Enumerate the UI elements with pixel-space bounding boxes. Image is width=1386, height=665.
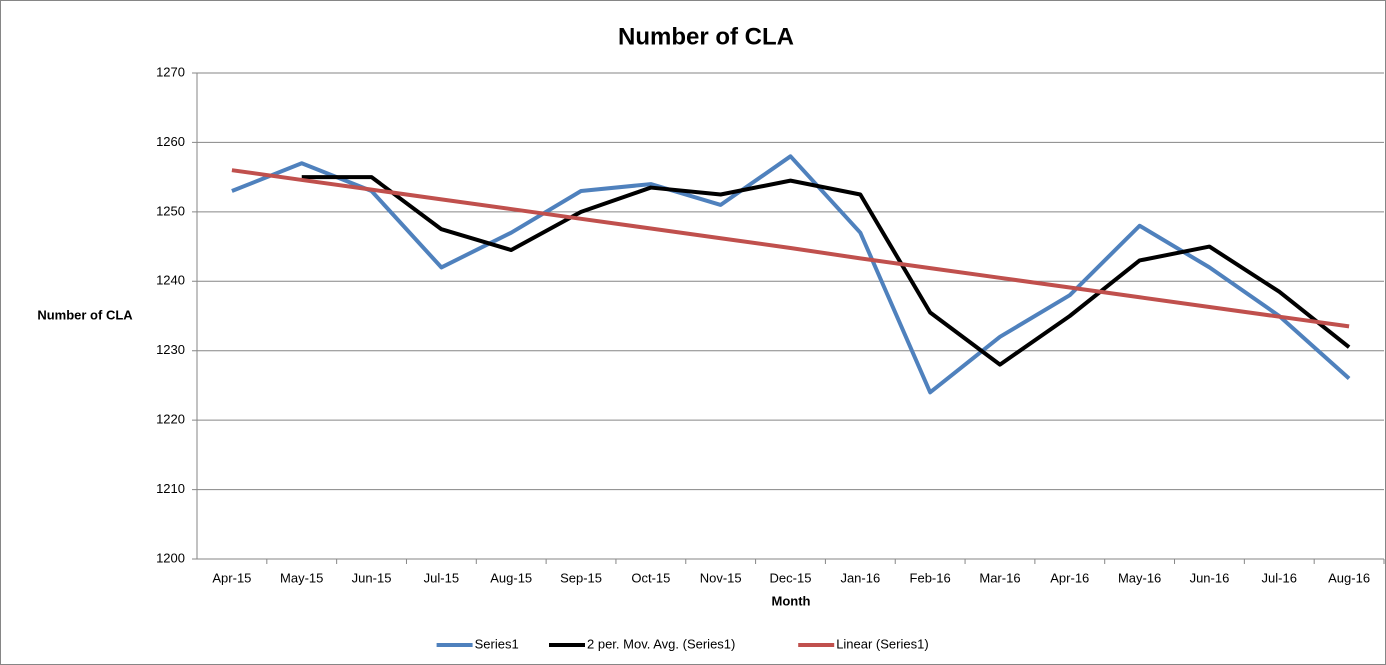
y-tick-label: 1220 [156, 412, 185, 427]
x-tick-label: Dec-15 [770, 570, 812, 585]
x-tick-label: Jun-16 [1190, 570, 1230, 585]
x-tick-label: Jul-16 [1262, 570, 1297, 585]
y-tick-label: 1240 [156, 273, 185, 288]
y-tick-label: 1270 [156, 64, 185, 79]
y-tick-label: 1250 [156, 203, 185, 218]
legend-label: Linear (Series1) [836, 636, 929, 651]
x-tick-label: Aug-16 [1328, 570, 1370, 585]
x-tick-label: Oct-15 [631, 570, 670, 585]
x-tick-label: Nov-15 [700, 570, 742, 585]
y-tick-label: 1210 [156, 481, 185, 496]
x-tick-label: Aug-15 [490, 570, 532, 585]
series-line [231, 168, 1350, 329]
y-tick-label: 1260 [156, 134, 185, 149]
x-tick-label: Sep-15 [560, 570, 602, 585]
y-tick-label: 1200 [156, 550, 185, 565]
x-tick-label: Apr-16 [1050, 570, 1089, 585]
x-tick-label: Jun-15 [352, 570, 392, 585]
x-tick-label: Apr-15 [212, 570, 251, 585]
x-tick-label: Jan-16 [840, 570, 880, 585]
y-axis-label: Number of CLA [37, 307, 133, 322]
x-tick-label: May-15 [280, 570, 323, 585]
x-tick-label: Feb-16 [910, 570, 951, 585]
x-tick-label: Jul-15 [424, 570, 459, 585]
y-tick-label: 1230 [156, 342, 185, 357]
series-line [231, 154, 1351, 395]
series-line [301, 175, 1351, 367]
x-tick-label: Mar-16 [979, 570, 1020, 585]
chart-title: Number of CLA [618, 23, 794, 50]
legend-label: Series1 [475, 636, 519, 651]
x-tick-label: May-16 [1118, 570, 1161, 585]
x-axis-label: Month [772, 593, 811, 608]
legend-label: 2 per. Mov. Avg. (Series1) [587, 636, 735, 651]
